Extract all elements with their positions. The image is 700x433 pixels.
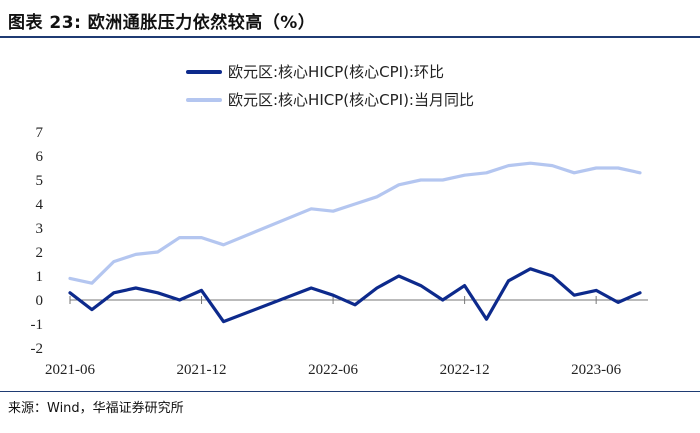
y-tick-label: 0 [36, 293, 44, 309]
x-axis: 2021-06 2021-12 2022-06 2022-12 2023-06 [45, 296, 648, 378]
y-tick-label: 7 [36, 125, 44, 141]
chart-title: 图表 23: 欧洲通胀压力依然较高（%） [8, 13, 316, 33]
legend-label-2: 欧元区:核心HICP(核心CPI):当月同比 [228, 91, 474, 109]
source-divider [0, 391, 700, 392]
series-line-2 [68, 161, 642, 285]
source-note: 来源：Wind，华福证券研究所 [8, 401, 184, 416]
y-tick-label: 2 [36, 245, 44, 261]
y-tick-label: 6 [36, 149, 44, 165]
x-tick-label: 2022-06 [308, 362, 358, 378]
line-chart: 欧元区:核心HICP(核心CPI):环比欧元区:核心HICP(核心CPI):当月… [31, 63, 648, 378]
y-tick-label: 5 [36, 173, 44, 189]
legend-label-1: 欧元区:核心HICP(核心CPI):环比 [228, 63, 444, 81]
x-tick-label: 2021-12 [177, 362, 227, 378]
y-tick-label: -1 [31, 317, 44, 333]
chart-legend: 欧元区:核心HICP(核心CPI):环比欧元区:核心HICP(核心CPI):当月… [186, 63, 474, 109]
y-tick-label: -2 [31, 341, 44, 357]
x-tick-label: 2022-12 [440, 362, 490, 378]
title-divider [0, 36, 700, 38]
y-tick-label: 4 [36, 197, 44, 213]
x-tick-label: 2021-06 [45, 362, 95, 378]
series-line-1 [68, 267, 642, 324]
series-layer [68, 161, 642, 324]
y-axis: 7 6 5 4 3 2 1 0 -1 -2 [31, 125, 44, 357]
x-tick-label: 2023-06 [571, 362, 621, 378]
y-tick-label: 1 [36, 269, 44, 285]
y-tick-label: 3 [36, 221, 44, 237]
